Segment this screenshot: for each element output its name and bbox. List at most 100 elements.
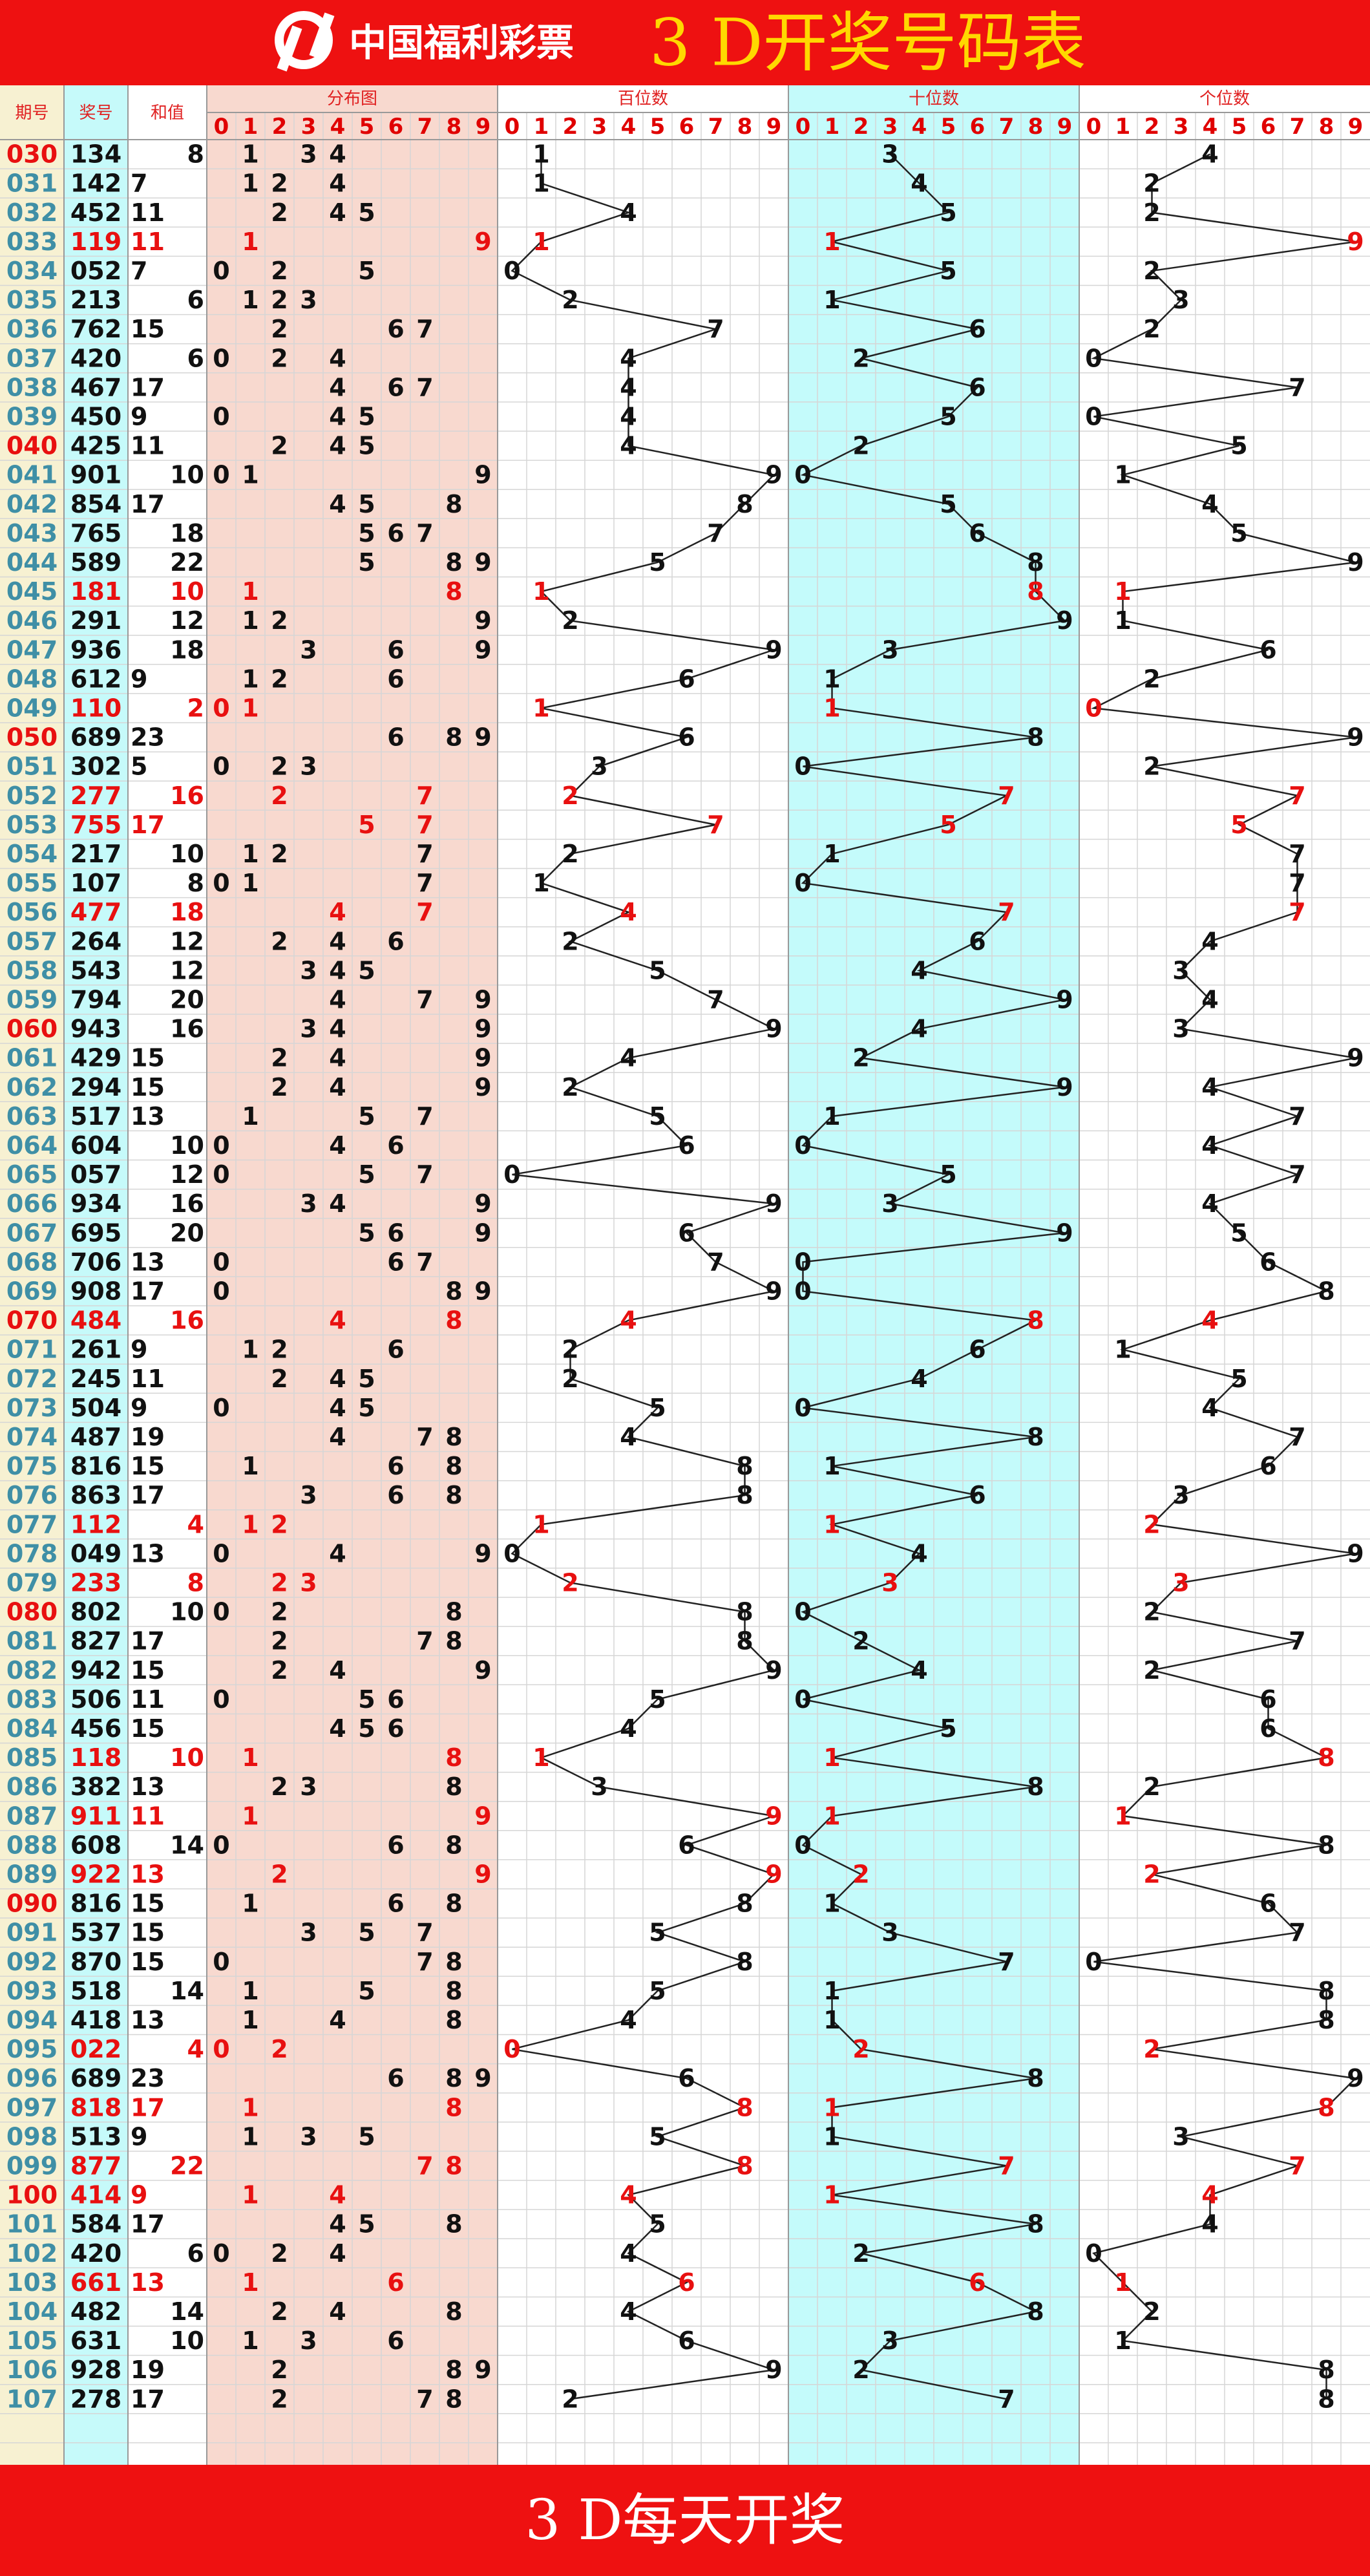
distribution-digit: 4 (329, 373, 346, 401)
distribution-digit: 9 (474, 548, 491, 577)
distribution-digit: 5 (358, 1219, 375, 1247)
sum: 12 (170, 927, 204, 955)
period: 039 (6, 402, 58, 431)
distribution-digit: 8 (445, 2093, 462, 2122)
draw-digit: 2 (70, 286, 87, 314)
trend-digit: 5 (1230, 1219, 1247, 1247)
draw-digit: 2 (70, 927, 87, 955)
draw-digit: 2 (105, 665, 121, 693)
trend-digit: 8 (736, 1452, 753, 1480)
draw-digit: 4 (105, 490, 121, 518)
distribution-digit: 5 (358, 1977, 375, 2005)
distribution-digit: 3 (300, 1772, 317, 1801)
distribution-digit: 7 (416, 1160, 433, 1189)
draw-digit: 1 (87, 2181, 104, 2209)
trend-digit: 6 (969, 519, 985, 548)
draw-digit: 2 (70, 2385, 87, 2413)
distribution-digit: 1 (242, 1977, 258, 2005)
trend-digit: 4 (620, 2297, 637, 2326)
draw-number: 802 (70, 1598, 121, 1626)
trend-digit: 4 (620, 432, 637, 460)
draw-digit: 8 (105, 2006, 121, 2034)
draw-digit: 5 (105, 1219, 121, 1247)
distribution-digit: 1 (242, 1743, 258, 1772)
period: 054 (6, 840, 58, 868)
draw-digit: 1 (87, 1802, 104, 1830)
distribution-digit: 1 (242, 2268, 258, 2297)
trend-digit: 9 (1056, 985, 1073, 1014)
sum: 8 (187, 140, 204, 169)
sum: 19 (131, 2356, 165, 2384)
distribution-digit: 4 (329, 344, 346, 372)
sum: 15 (131, 315, 165, 343)
sum: 22 (170, 2151, 204, 2180)
distribution-digit: 1 (242, 694, 258, 722)
draw-digit: 1 (105, 606, 121, 635)
trend-digit: 2 (1143, 665, 1160, 693)
trend-digit: 7 (1289, 1919, 1305, 1947)
period: 035 (6, 286, 58, 314)
draw-digit: 4 (105, 2181, 121, 2209)
draw-digit: 5 (70, 1102, 87, 1131)
draw-digit: 4 (70, 1044, 87, 1072)
period: 096 (6, 2064, 58, 2092)
distribution-digit: 5 (358, 811, 375, 839)
trend-digit: 7 (1289, 1102, 1305, 1131)
draw-number: 107 (70, 869, 121, 897)
draw-digit: 1 (87, 694, 104, 722)
draw-digit: 2 (87, 1044, 104, 1072)
period: 049 (6, 694, 58, 722)
distribution-digit: 5 (358, 2122, 375, 2151)
distribution-digit: 5 (358, 1685, 375, 1714)
draw-digit: 7 (87, 2385, 104, 2413)
distribution-digit: 0 (213, 1160, 229, 1189)
period: 057 (6, 927, 58, 955)
distribution-digit: 9 (474, 1219, 491, 1247)
draw-digit: 8 (105, 2356, 121, 2384)
trend-digit: 4 (620, 1044, 637, 1072)
draw-digit: 0 (87, 1831, 104, 1859)
period: 104 (6, 2297, 58, 2326)
distribution-digit: 4 (329, 1044, 346, 1072)
draw-number: 543 (70, 956, 121, 985)
period: 098 (6, 2122, 58, 2151)
distribution-digit: 2 (271, 2239, 288, 2268)
draw-number: 827 (70, 1627, 121, 1655)
draw-digit: 6 (70, 1831, 87, 1859)
draw-digit: 0 (105, 402, 121, 431)
trend-digit: 0 (794, 1248, 811, 1276)
distribution-digit: 8 (445, 490, 462, 518)
draw-digit: 7 (105, 1919, 121, 1947)
distribution-digit: 5 (358, 1365, 375, 1393)
draw-digit: 0 (87, 1598, 104, 1626)
trend-digit: 9 (765, 1277, 782, 1305)
distribution-digit: 8 (445, 1831, 462, 1859)
sum: 10 (170, 2326, 204, 2355)
period: 056 (6, 898, 58, 926)
distribution-digit: 9 (474, 2064, 491, 2092)
draw-number: 589 (70, 548, 121, 577)
trend-digit: 4 (1201, 985, 1218, 1014)
distribution-digit: 9 (474, 1802, 491, 1830)
distribution-digit: 0 (213, 1131, 229, 1160)
distribution-digit: 9 (474, 635, 491, 664)
trend-digit: 0 (503, 1539, 520, 1568)
period: 092 (6, 1948, 58, 1976)
top-banner (0, 0, 1370, 85)
sum: 15 (131, 1452, 165, 1480)
sum: 15 (131, 1889, 165, 1918)
draw-number: 661 (70, 2268, 121, 2297)
distribution-digit: 2 (271, 2297, 288, 2326)
distribution-digit: 7 (416, 985, 433, 1014)
trend-digit: 4 (620, 198, 637, 227)
trend-digit: 7 (707, 315, 724, 343)
distribution-digit: 2 (271, 1627, 288, 1655)
trend-digit: 8 (1318, 2006, 1334, 2034)
trend-digit: 1 (823, 2122, 840, 2151)
sum: 8 (187, 869, 204, 897)
draw-digit: 0 (105, 344, 121, 372)
draw-digit: 7 (105, 2151, 121, 2180)
distribution-digit: 1 (242, 1802, 258, 1830)
distribution-digit: 4 (329, 198, 346, 227)
distribution-digit: 1 (242, 461, 258, 489)
